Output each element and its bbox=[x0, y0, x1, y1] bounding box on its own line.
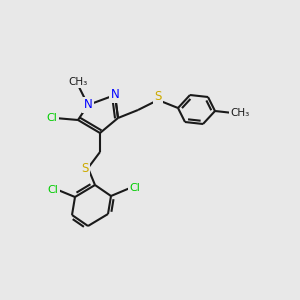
Text: N: N bbox=[111, 88, 119, 101]
Text: Cl: Cl bbox=[46, 113, 57, 123]
Text: N: N bbox=[84, 98, 92, 112]
Text: Cl: Cl bbox=[48, 185, 58, 195]
Text: Cl: Cl bbox=[130, 183, 140, 193]
Text: CH₃: CH₃ bbox=[68, 77, 88, 87]
Text: S: S bbox=[154, 91, 162, 103]
Text: CH₃: CH₃ bbox=[230, 108, 250, 118]
Text: S: S bbox=[81, 161, 89, 175]
